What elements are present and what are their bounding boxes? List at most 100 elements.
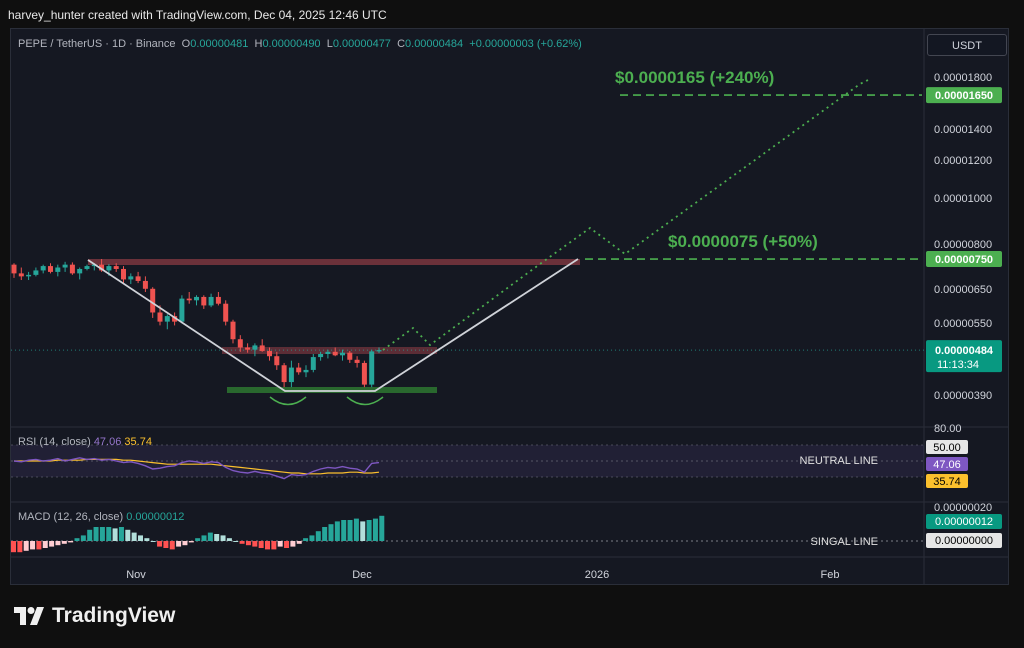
candle-body xyxy=(172,316,178,322)
target-annotation-target-1: $0.0000165 (+240%) xyxy=(615,68,774,87)
support-zone xyxy=(227,387,437,393)
macd-histogram-bar xyxy=(290,541,296,547)
rsi-ma-value: 35.74 xyxy=(124,436,152,448)
rsi-axis-label: 80.00 xyxy=(934,423,962,435)
macd-histogram-bar xyxy=(258,541,264,548)
macd-histogram-bar xyxy=(74,538,80,541)
macd-histogram-bar xyxy=(233,541,239,542)
macd-histogram-bar xyxy=(144,538,150,541)
macd-histogram-bar xyxy=(322,527,328,541)
candle-body xyxy=(223,303,229,322)
rsi-ma-tag xyxy=(926,474,968,488)
macd-histogram-bar xyxy=(366,520,372,541)
macd-histogram-bar xyxy=(55,541,61,546)
time-tick-label: Dec xyxy=(352,569,372,581)
macd-histogram-bar xyxy=(106,527,112,541)
candle-body xyxy=(164,316,170,322)
candle-body xyxy=(296,367,302,373)
rsi-legend: RSI (14, close) 47.06 35.74 xyxy=(18,436,152,448)
resistance-zone xyxy=(88,259,580,265)
bottom-arc xyxy=(269,396,307,406)
macd-histogram-bar xyxy=(30,541,36,550)
candle-body xyxy=(303,369,309,373)
rsi-line xyxy=(13,457,380,480)
macd-histogram-bar xyxy=(163,541,169,548)
macd-value-tag-label: 0.00000012 xyxy=(935,516,993,528)
tradingview-logo-icon xyxy=(14,607,44,625)
price-tick-label: 0.00001400 xyxy=(934,124,992,136)
macd-histogram-bar xyxy=(36,541,42,550)
close-value: 0.00000484 xyxy=(405,38,464,50)
target-price-tag-target-1 xyxy=(926,87,1002,104)
macd-histogram-bar xyxy=(150,541,156,542)
macd-histogram-bar xyxy=(80,535,86,541)
bar-countdown: 11:13:34 xyxy=(937,359,979,371)
macd-histogram-bar xyxy=(49,541,55,547)
macd-histogram-bar xyxy=(68,541,74,543)
candle-body xyxy=(354,359,360,363)
currency-button[interactable]: USDT xyxy=(927,34,1007,56)
macd-histogram-bar xyxy=(93,527,99,541)
macd-histogram-bar xyxy=(207,532,213,541)
candle-body xyxy=(230,321,236,340)
rsi-label[interactable]: RSI (14, close) xyxy=(18,436,91,448)
candle-body xyxy=(113,266,119,269)
target-price-tag-target-2 xyxy=(926,251,1002,268)
candle-body xyxy=(318,354,324,358)
macd-histogram-bar xyxy=(347,520,353,541)
macd-histogram-bar xyxy=(226,538,232,541)
candle-body xyxy=(310,357,316,370)
candle-body xyxy=(128,276,134,280)
candle-body xyxy=(99,264,105,271)
macd-histogram-bar xyxy=(220,535,226,541)
candle-body xyxy=(361,362,367,385)
macd-histogram-bar xyxy=(239,541,245,544)
neutral-line-label: NEUTRAL LINE xyxy=(800,455,878,467)
price-tick-label: 0.00001200 xyxy=(934,155,992,167)
candle-body xyxy=(91,264,97,267)
candle-body xyxy=(325,351,331,355)
macd-histogram-bar xyxy=(11,541,16,553)
candle-body xyxy=(347,352,353,360)
rsi-value: 47.06 xyxy=(93,436,122,448)
candle-body xyxy=(26,274,32,277)
tradingview-wordmark: TradingView xyxy=(52,604,176,627)
neckline-zone xyxy=(222,347,437,354)
price-tick-label: 0.00000800 xyxy=(934,239,992,251)
rsi-level-tag xyxy=(926,440,968,454)
macd-histogram-bar xyxy=(169,541,175,550)
chart-caption: harvey_hunter created with TradingView.c… xyxy=(8,8,387,22)
rsi-ma-tag-label: 35.74 xyxy=(933,476,961,488)
price-tick-label: 0.00001000 xyxy=(934,193,992,205)
rsi-ma-line xyxy=(14,458,380,475)
macd-histogram-bar xyxy=(353,518,359,541)
candle-body xyxy=(194,296,199,301)
macd-histogram-bar xyxy=(157,541,163,547)
symbol-legend: PEPE / TetherUS · 1D · Binance O 0.000004… xyxy=(18,38,582,50)
signal-line-label: SINGAL LINE xyxy=(811,536,878,548)
macd-histogram-bar xyxy=(125,529,131,541)
macd-histogram-bar xyxy=(334,521,340,541)
tradingview-logo[interactable]: TradingView xyxy=(14,604,175,628)
open-label: O xyxy=(181,38,191,50)
rsi-value-tag xyxy=(926,457,968,471)
high-label: H xyxy=(254,38,263,50)
candle-body xyxy=(245,347,251,350)
chart-frame[interactable] xyxy=(10,28,1009,585)
macd-value: 0.00000012 xyxy=(126,511,185,523)
symbol-title[interactable]: PEPE / TetherUS · 1D · Binance xyxy=(18,38,176,50)
close-label: C xyxy=(397,38,406,50)
candle-body xyxy=(142,280,148,289)
time-tick-label: Feb xyxy=(821,569,840,581)
macd-histogram-bar xyxy=(360,521,366,541)
macd-axis-label: 0.00000020 xyxy=(934,502,992,514)
candle-body xyxy=(274,356,280,366)
high-value: 0.00000490 xyxy=(262,38,321,50)
macd-label[interactable]: MACD (12, 26, close) xyxy=(18,511,124,523)
macd-histogram-bar xyxy=(118,527,124,541)
candle-body xyxy=(208,296,214,306)
candle-body xyxy=(288,367,294,383)
candle-body xyxy=(121,268,126,280)
macd-histogram-bar xyxy=(315,531,321,541)
